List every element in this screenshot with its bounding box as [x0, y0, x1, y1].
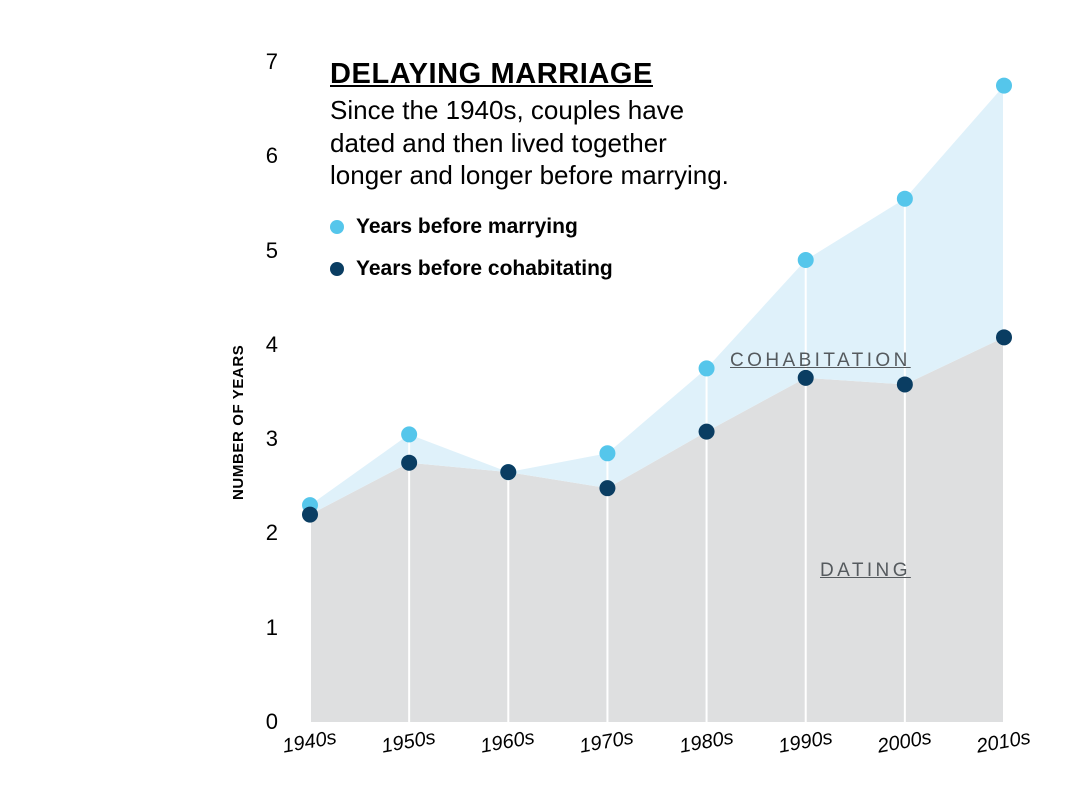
- dot-marrying-1980s: [699, 360, 715, 376]
- dot-marrying-2010s: [996, 78, 1012, 94]
- y-tick-7: 7: [248, 49, 278, 75]
- dot-marrying-1950s: [401, 426, 417, 442]
- dot-cohab-2010s: [996, 329, 1012, 345]
- area-dating: [310, 337, 1004, 722]
- y-tick-5: 5: [248, 238, 278, 264]
- y-tick-4: 4: [248, 332, 278, 358]
- dot-cohab-1990s: [798, 370, 814, 386]
- dot-marrying-2000s: [897, 191, 913, 207]
- plot-area: [0, 0, 1072, 804]
- dot-cohab-1950s: [401, 455, 417, 471]
- dot-cohab-1960s: [500, 464, 516, 480]
- dot-cohab-1940s: [302, 507, 318, 523]
- y-tick-6: 6: [248, 143, 278, 169]
- dot-marrying-1970s: [599, 445, 615, 461]
- dot-marrying-1990s: [798, 252, 814, 268]
- y-tick-3: 3: [248, 426, 278, 452]
- delaying-marriage-chart: DELAYING MARRIAGE Since the 1940s, coupl…: [0, 0, 1072, 804]
- region-label-cohabitation: COHABITATION: [730, 350, 911, 372]
- dot-cohab-2000s: [897, 376, 913, 392]
- dot-cohab-1970s: [599, 480, 615, 496]
- region-label-dating: DATING: [820, 560, 911, 582]
- dot-cohab-1980s: [699, 424, 715, 440]
- y-tick-0: 0: [248, 709, 278, 735]
- y-tick-2: 2: [248, 520, 278, 546]
- y-tick-1: 1: [248, 615, 278, 641]
